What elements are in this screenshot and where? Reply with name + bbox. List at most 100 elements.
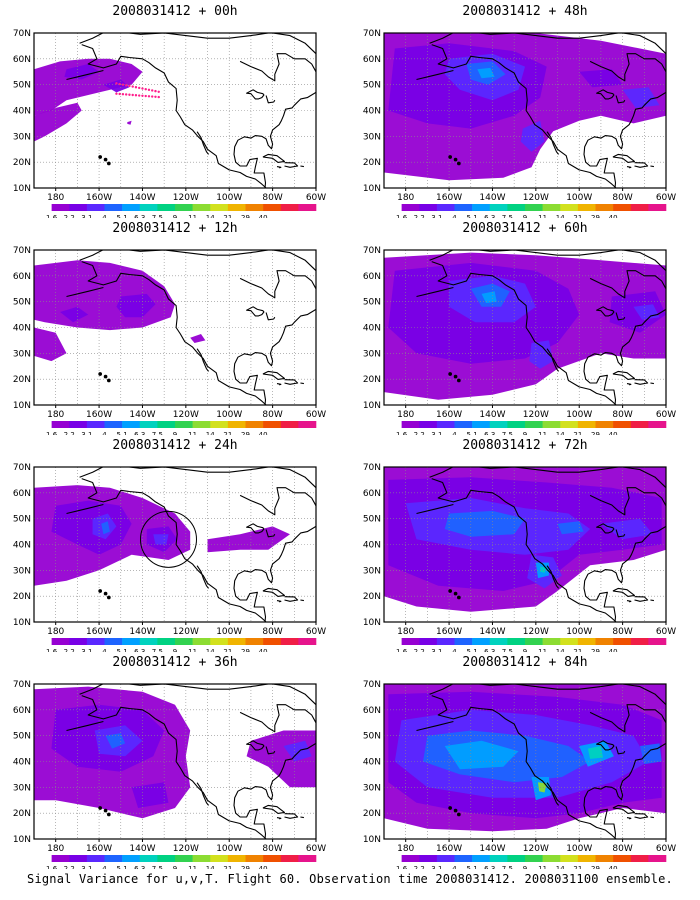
colorbar-label: 3.1 bbox=[81, 648, 92, 652]
coastline bbox=[265, 529, 276, 538]
colorbar-swatch bbox=[86, 204, 105, 211]
colorbar-swatch bbox=[630, 421, 649, 428]
lon-label: 100W bbox=[566, 410, 592, 420]
lat-label: 40N bbox=[13, 324, 31, 334]
colorbar-label: 14 bbox=[556, 865, 565, 869]
colorbar-label: 9 bbox=[523, 431, 527, 435]
colorbar-swatch bbox=[613, 204, 632, 211]
lat-label: 10N bbox=[13, 401, 31, 411]
map-panel-36h: 2008031412 + 36h 180 160W 140W 120W 100W 80W 60… bbox=[0, 653, 350, 869]
variance-map: 180 160W 140W 120W 100W 80W 60W 10N 20N 30N 40N 50N… bbox=[13, 29, 326, 218]
variance-region bbox=[60, 306, 89, 323]
colorbar: 1.6 2.2 3.1 4 5.1 6.3 7.5 9 11 14 21 29 40 bbox=[384, 204, 667, 218]
lat-label: 70N bbox=[363, 463, 381, 473]
track-dot bbox=[121, 83, 125, 86]
panel-title: 2008031412 + 72h bbox=[462, 438, 588, 453]
grid-lines bbox=[384, 684, 666, 839]
track-dot bbox=[118, 82, 121, 86]
variance-region bbox=[190, 334, 206, 343]
coastline bbox=[265, 746, 276, 755]
track-dot bbox=[157, 90, 160, 93]
map-panel-48h: 2008031412 + 48h 180 160W 140W 120W 100W 80W 60… bbox=[350, 2, 700, 218]
colorbar-swatch bbox=[104, 855, 123, 862]
lat-label: 10N bbox=[13, 184, 31, 194]
variance-region bbox=[116, 293, 156, 318]
colorbar-label: 14 bbox=[556, 431, 565, 435]
variance-region bbox=[105, 733, 126, 749]
colorbar-swatch bbox=[472, 421, 491, 428]
island bbox=[453, 808, 458, 813]
colorbar-label: 21 bbox=[223, 431, 232, 435]
lat-label: 60N bbox=[13, 706, 31, 716]
coastline bbox=[233, 91, 316, 188]
variance-map: 180 160W 140W 120W 100W 80W 60W 10N 20N 30N 40N 50N… bbox=[13, 680, 326, 869]
coastline bbox=[589, 704, 666, 733]
coastline bbox=[546, 782, 560, 806]
coastline bbox=[626, 817, 632, 820]
colorbar-swatch bbox=[454, 204, 473, 211]
coastline bbox=[81, 695, 267, 839]
coastline bbox=[239, 704, 316, 733]
lat-label: 50N bbox=[363, 732, 381, 742]
coastline bbox=[262, 370, 286, 380]
lat-label: 40N bbox=[363, 758, 381, 768]
colorbar-swatch bbox=[507, 421, 526, 428]
coastline bbox=[615, 312, 626, 321]
colorbar-label: 11 bbox=[188, 865, 197, 869]
island bbox=[448, 372, 453, 376]
colorbar-swatch bbox=[525, 421, 543, 428]
colorbar-swatch bbox=[227, 638, 246, 645]
coastline bbox=[622, 684, 666, 706]
island bbox=[456, 378, 461, 383]
colorbar: 1.6 2.2 3.1 4 5.1 6.3 7.5 9 11 14 21 29 40 bbox=[34, 204, 317, 218]
colorbar-label: 9 bbox=[173, 865, 177, 869]
coastline bbox=[66, 503, 104, 515]
colorbar-swatch bbox=[175, 638, 193, 645]
colorbar-label: 3.1 bbox=[431, 865, 442, 869]
coastline bbox=[272, 33, 316, 55]
lon-label: 180 bbox=[397, 844, 414, 854]
lon-label: 140W bbox=[129, 410, 155, 420]
coastline bbox=[300, 816, 304, 819]
track-dot bbox=[154, 89, 157, 93]
island bbox=[98, 806, 103, 810]
lat-label: 30N bbox=[363, 349, 381, 359]
colorbar-swatch bbox=[613, 855, 632, 862]
track-dot bbox=[124, 84, 128, 87]
coastlines bbox=[416, 33, 666, 188]
lat-label: 40N bbox=[13, 107, 31, 117]
coastline bbox=[300, 165, 304, 168]
colorbar-swatch bbox=[122, 204, 141, 211]
lat-label: 70N bbox=[363, 680, 381, 690]
colorbar-swatch bbox=[384, 638, 402, 645]
colorbar-swatch bbox=[436, 638, 455, 645]
colorbar-label: 1.6 bbox=[396, 865, 408, 869]
colorbar-swatch bbox=[298, 638, 317, 645]
track-dot bbox=[138, 94, 141, 97]
lon-label: 180 bbox=[47, 627, 64, 637]
panel-title: 2008031412 + 00h bbox=[112, 4, 238, 19]
colorbar-label: 9 bbox=[523, 214, 527, 218]
track-dot bbox=[128, 93, 131, 96]
colorbar-swatch bbox=[157, 855, 176, 862]
colorbar-swatch bbox=[245, 855, 264, 862]
coastline bbox=[429, 33, 619, 44]
lon-label: 100W bbox=[216, 844, 242, 854]
coastline bbox=[612, 370, 636, 380]
grid-lines bbox=[384, 250, 666, 405]
lon-label: 120W bbox=[173, 410, 199, 420]
colorbar-swatch bbox=[384, 421, 402, 428]
colorbar-swatch bbox=[472, 204, 491, 211]
colorbar-swatch bbox=[489, 855, 508, 862]
colorbar-swatch bbox=[139, 204, 158, 211]
colorbar-swatch bbox=[280, 204, 299, 211]
colorbar-swatch bbox=[489, 638, 508, 645]
colorbar-swatch bbox=[139, 638, 158, 645]
colorbar-label: 1.6 bbox=[396, 214, 408, 218]
colorbar-label: 3.1 bbox=[81, 431, 92, 435]
grid-lines bbox=[34, 250, 316, 405]
island bbox=[103, 157, 108, 162]
lon-label: 120W bbox=[173, 627, 199, 637]
coastline bbox=[265, 95, 276, 104]
colorbar-swatch bbox=[525, 638, 543, 645]
